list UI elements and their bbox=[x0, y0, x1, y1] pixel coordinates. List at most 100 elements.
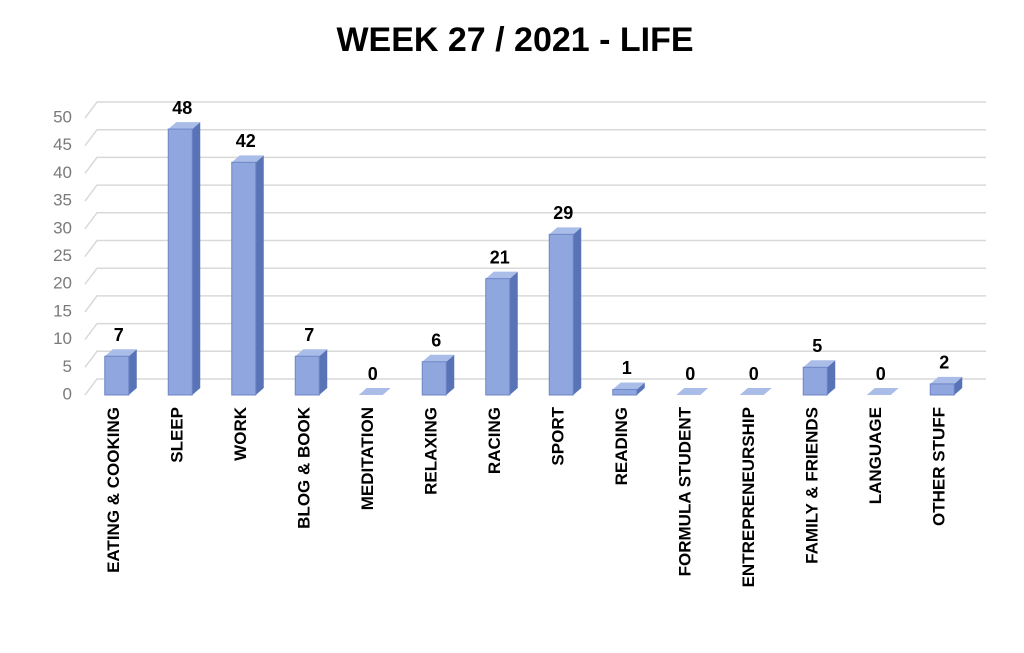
data-label: 5 bbox=[812, 336, 822, 356]
bar-top bbox=[803, 360, 836, 368]
chart-title: WEEK 27 / 2021 - LIFE bbox=[336, 21, 693, 59]
bar-top bbox=[485, 271, 518, 279]
bar-side bbox=[573, 227, 582, 395]
y-tick-label: 15 bbox=[53, 301, 72, 320]
grid-line bbox=[84, 239, 986, 257]
data-label: 42 bbox=[236, 131, 256, 151]
bar bbox=[358, 388, 391, 395]
x-tick-label: SLEEP bbox=[168, 407, 187, 463]
bar-top bbox=[549, 227, 582, 235]
bar bbox=[421, 354, 455, 396]
data-label: 6 bbox=[431, 331, 441, 351]
x-tick-label: BLOG & BOOK bbox=[295, 406, 314, 529]
bar-front bbox=[929, 383, 955, 396]
y-tick-label: 5 bbox=[63, 357, 72, 376]
bar-side bbox=[636, 382, 645, 395]
grid-line bbox=[84, 350, 986, 368]
bar-front bbox=[231, 161, 257, 396]
y-tick-label: 40 bbox=[53, 163, 72, 182]
data-label: 0 bbox=[876, 364, 886, 384]
data-label: 2 bbox=[939, 353, 949, 373]
grid-line bbox=[84, 184, 986, 202]
bar bbox=[676, 388, 709, 395]
x-tick-label: RACING bbox=[485, 407, 504, 474]
bar-top bbox=[422, 354, 455, 362]
bar-top bbox=[866, 388, 899, 395]
bar-top bbox=[295, 349, 328, 357]
bar bbox=[231, 155, 264, 396]
grid-line bbox=[84, 378, 986, 396]
bar bbox=[548, 227, 582, 396]
y-tick-label: 50 bbox=[53, 107, 72, 126]
y-tick-label: 30 bbox=[53, 218, 72, 237]
bar-top bbox=[231, 155, 264, 163]
bar-front bbox=[802, 366, 828, 396]
bar bbox=[802, 360, 836, 396]
x-tick-label: RELAXING bbox=[422, 407, 441, 495]
x-tick-label: OTHER STUFF bbox=[930, 407, 949, 526]
data-label: 0 bbox=[685, 364, 695, 384]
bar bbox=[294, 349, 328, 396]
y-tick-label: 20 bbox=[53, 274, 72, 293]
x-tick-label: ENTREPRENEURSHIP bbox=[739, 407, 758, 587]
y-tick-label: 25 bbox=[53, 246, 72, 265]
bar-top bbox=[739, 388, 772, 395]
bar-front bbox=[294, 355, 320, 396]
y-tick-label: 10 bbox=[53, 329, 72, 348]
y-tick-label: 35 bbox=[53, 191, 72, 210]
data-label: 48 bbox=[172, 98, 192, 118]
grid-line bbox=[84, 101, 986, 119]
grid-line bbox=[84, 295, 986, 313]
bar-top bbox=[930, 376, 963, 384]
bar bbox=[929, 376, 963, 396]
bar-side bbox=[954, 376, 963, 395]
x-tick-label: WORK bbox=[231, 406, 250, 461]
data-label: 7 bbox=[114, 325, 124, 345]
bar-front bbox=[548, 233, 574, 396]
x-tick-label: READING bbox=[612, 407, 631, 485]
bar-top bbox=[104, 349, 137, 357]
bar-side bbox=[192, 122, 201, 395]
bar bbox=[612, 382, 645, 396]
bar bbox=[104, 349, 137, 396]
bar-side bbox=[255, 155, 264, 395]
y-tick-label: 45 bbox=[53, 135, 72, 154]
x-tick-label: FAMILY & FRIENDS bbox=[803, 407, 822, 564]
data-label: 29 bbox=[553, 203, 573, 223]
bar-front bbox=[104, 355, 130, 396]
bar bbox=[167, 122, 201, 396]
bar-front bbox=[485, 278, 511, 396]
bar bbox=[739, 388, 772, 395]
bar-side bbox=[128, 349, 137, 395]
grid-line bbox=[84, 267, 986, 285]
bar-top bbox=[676, 388, 709, 395]
x-tick-label: EATING & COOKING bbox=[104, 407, 123, 573]
bar-front bbox=[612, 388, 638, 396]
data-label: 0 bbox=[368, 364, 378, 384]
x-tick-label: LANGUAGE bbox=[866, 407, 885, 504]
grid-line bbox=[84, 322, 986, 341]
x-tick-label: FORMULA STUDENT bbox=[676, 406, 695, 576]
bar-top bbox=[612, 382, 645, 390]
grid-line bbox=[84, 128, 986, 147]
bar-side bbox=[446, 354, 455, 395]
x-tick-label: SPORT bbox=[549, 406, 568, 465]
bar-side bbox=[319, 349, 328, 395]
bar bbox=[866, 388, 899, 395]
data-label: 0 bbox=[749, 364, 759, 384]
grid-line bbox=[84, 156, 986, 174]
bar-front bbox=[421, 361, 447, 396]
bar-front bbox=[167, 128, 193, 396]
bar-side bbox=[509, 271, 518, 395]
data-label: 1 bbox=[622, 358, 632, 378]
grid-line bbox=[84, 212, 986, 230]
data-label: 7 bbox=[304, 325, 314, 345]
x-tick-label: MEDITATION bbox=[358, 407, 377, 510]
y-tick-label: 0 bbox=[63, 384, 72, 403]
bar-side bbox=[827, 360, 836, 395]
bar-top bbox=[168, 122, 201, 130]
bar-top bbox=[358, 388, 391, 395]
bar bbox=[485, 271, 518, 396]
data-label: 21 bbox=[490, 247, 510, 267]
